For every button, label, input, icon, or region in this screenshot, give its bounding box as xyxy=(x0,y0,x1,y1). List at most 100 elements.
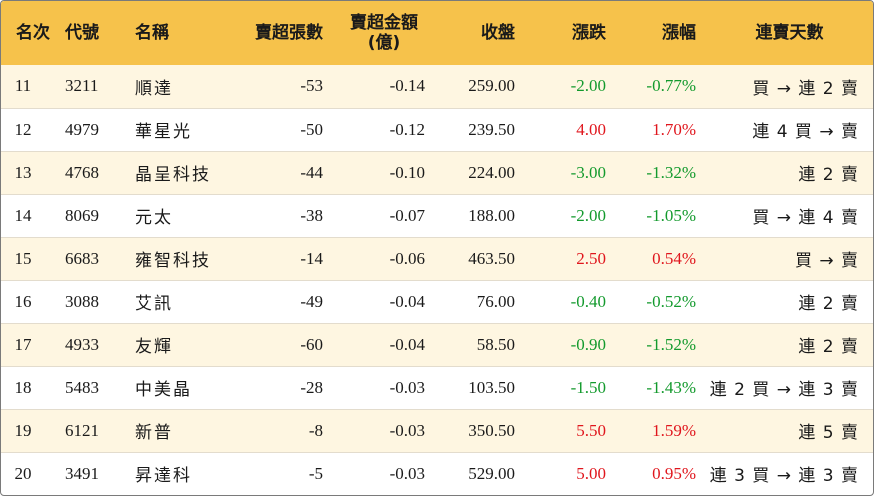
cell-streak: 買 → 連 4 賣 xyxy=(706,193,873,237)
cell-change: 5.00 xyxy=(525,451,616,495)
header-rank[interactable]: 名次 xyxy=(16,23,50,43)
cell-code[interactable]: 6121 xyxy=(65,408,135,452)
table-row[interactable]: 17 4933 友輝 -60 -0.04 58.50 -0.90 -1.52% 連 2 賣 xyxy=(1,322,873,366)
cell-name[interactable]: 中美晶 xyxy=(135,365,229,409)
cell-net-amount: -0.03 xyxy=(333,408,435,452)
cell-streak: 連 3 買 → 連 3 賣 xyxy=(706,451,873,495)
cell-change: -2.00 xyxy=(570,76,606,96)
cell-change: -1.50 xyxy=(525,365,616,409)
cell-net-amount: -0.12 xyxy=(333,107,435,151)
cell-name[interactable]: 艾訊 xyxy=(135,279,229,323)
cell-rank: 14 xyxy=(1,193,65,237)
table-row[interactable]: 13 4768 晶呈科技 -44 -0.10 224.00 -3.00 -1.32% 連 2 賣 xyxy=(1,150,873,194)
cell-net-amount: -0.04 xyxy=(333,322,435,366)
table-body: 11 3211 順達 -53 -0.14 259.00 -2.00 -0.77% 買 → 連 2… xyxy=(1,65,873,495)
cell-code[interactable]: 3088 xyxy=(65,279,135,323)
cell-code[interactable]: 3491 xyxy=(65,451,135,495)
cell-change: 2.50 xyxy=(525,236,616,280)
cell-code[interactable]: 8069 xyxy=(65,193,135,237)
cell-net-amount: -0.14 xyxy=(389,76,425,96)
cell-close: 529.00 xyxy=(435,451,525,495)
cell-rank: 20 xyxy=(1,451,65,495)
cell-change: 4.00 xyxy=(525,107,616,151)
cell-change-pct: 0.54% xyxy=(616,236,706,280)
cell-code[interactable]: 4979 xyxy=(65,107,135,151)
table-row[interactable]: 12 4979 華星光 -50 -0.12 239.50 4.00 1.70% 連 4 買 → … xyxy=(1,107,873,151)
cell-rank: 11 xyxy=(14,76,32,96)
cell-name[interactable]: 雍智科技 xyxy=(135,236,229,280)
cell-rank: 15 xyxy=(1,236,65,280)
table-row[interactable]: 16 3088 艾訊 -49 -0.04 76.00 -0.40 -0.52% 連 2 賣 xyxy=(1,279,873,323)
cell-streak: 連 2 賣 xyxy=(706,150,873,194)
cell-close: 463.50 xyxy=(435,236,525,280)
header-change-pct[interactable]: 漲幅 xyxy=(662,23,696,43)
cell-net-lots: -5 xyxy=(229,451,333,495)
cell-close: 58.50 xyxy=(435,322,525,366)
header-net-lots[interactable]: 賣超張數 xyxy=(255,23,323,43)
header-net-amount-line2: (億) xyxy=(367,33,401,53)
table-row[interactable]: 11 3211 順達 -53 -0.14 259.00 -2.00 -0.77% 買 → 連 2… xyxy=(1,65,873,108)
cell-net-lots: -28 xyxy=(229,365,333,409)
cell-rank: 19 xyxy=(1,408,65,452)
cell-change-pct: -1.32% xyxy=(616,150,706,194)
cell-change-pct: -1.05% xyxy=(616,193,706,237)
header-name[interactable]: 名稱 xyxy=(135,23,169,43)
cell-change: 5.50 xyxy=(525,408,616,452)
cell-name[interactable]: 元太 xyxy=(135,193,229,237)
cell-net-lots: -8 xyxy=(229,408,333,452)
header-row: 名次 代號 名稱 賣超張數 賣超金額 (億) 收盤 漲跌 漲幅 連賣天數 xyxy=(1,1,873,65)
cell-code[interactable]: 6683 xyxy=(65,236,135,280)
cell-code[interactable]: 4933 xyxy=(65,322,135,366)
cell-change-pct: -1.52% xyxy=(616,322,706,366)
cell-close: 76.00 xyxy=(435,279,525,323)
cell-name[interactable]: 友輝 xyxy=(135,322,229,366)
header-code[interactable]: 代號 xyxy=(65,23,99,43)
cell-name[interactable]: 順達 xyxy=(135,78,173,99)
cell-change-pct: 0.95% xyxy=(616,451,706,495)
cell-name[interactable]: 昇達科 xyxy=(135,451,229,495)
header-close[interactable]: 收盤 xyxy=(481,23,515,43)
table-row[interactable]: 19 6121 新普 -8 -0.03 350.50 5.50 1.59% 連 5 賣 xyxy=(1,408,873,452)
cell-name[interactable]: 華星光 xyxy=(135,107,229,151)
header-net-amount-line1: 賣超金額 xyxy=(350,13,418,33)
cell-close: 103.50 xyxy=(435,365,525,409)
table-header: 名次 代號 名稱 賣超張數 賣超金額 (億) 收盤 漲跌 漲幅 連賣天數 xyxy=(1,1,873,65)
cell-close: 350.50 xyxy=(435,408,525,452)
cell-code[interactable]: 3211 xyxy=(65,76,99,96)
cell-close: 239.50 xyxy=(435,107,525,151)
header-streak[interactable]: 連賣天數 xyxy=(755,23,824,43)
cell-name[interactable]: 晶呈科技 xyxy=(135,150,229,194)
table-row[interactable]: 15 6683 雍智科技 -14 -0.06 463.50 2.50 0.54% 買 → 賣 xyxy=(1,236,873,280)
cell-net-amount: -0.07 xyxy=(333,193,435,237)
cell-close: 188.00 xyxy=(435,193,525,237)
cell-rank: 17 xyxy=(1,322,65,366)
cell-close: 259.00 xyxy=(468,76,515,96)
cell-rank: 18 xyxy=(1,365,65,409)
cell-streak: 連 2 賣 xyxy=(706,279,873,323)
cell-rank: 12 xyxy=(1,107,65,151)
cell-code[interactable]: 5483 xyxy=(65,365,135,409)
cell-change-pct: -0.52% xyxy=(616,279,706,323)
header-change[interactable]: 漲跌 xyxy=(572,23,606,43)
cell-net-lots: -49 xyxy=(229,279,333,323)
cell-code[interactable]: 4768 xyxy=(65,150,135,194)
cell-change: -0.90 xyxy=(525,322,616,366)
header-net-amount[interactable]: 賣超金額 (億) xyxy=(333,1,435,65)
table-row[interactable]: 20 3491 昇達科 -5 -0.03 529.00 5.00 0.95% 連 3 買 → 連… xyxy=(1,451,873,495)
cell-close: 224.00 xyxy=(435,150,525,194)
cell-net-amount: -0.03 xyxy=(333,365,435,409)
cell-net-lots: -53 xyxy=(300,76,323,96)
cell-net-lots: -14 xyxy=(229,236,333,280)
cell-change-pct: -0.77% xyxy=(646,76,696,96)
cell-change-pct: 1.70% xyxy=(616,107,706,151)
cell-rank: 16 xyxy=(1,279,65,323)
cell-streak: 連 2 賣 xyxy=(706,322,873,366)
cell-net-amount: -0.10 xyxy=(333,150,435,194)
table-row[interactable]: 18 5483 中美晶 -28 -0.03 103.50 -1.50 -1.43% 連 2 買 … xyxy=(1,365,873,409)
cell-name[interactable]: 新普 xyxy=(135,408,229,452)
table-row[interactable]: 14 8069 元太 -38 -0.07 188.00 -2.00 -1.05% 買 → 連 4… xyxy=(1,193,873,237)
cell-net-lots: -38 xyxy=(229,193,333,237)
cell-net-lots: -50 xyxy=(229,107,333,151)
cell-streak: 連 4 買 → 賣 xyxy=(706,107,873,151)
